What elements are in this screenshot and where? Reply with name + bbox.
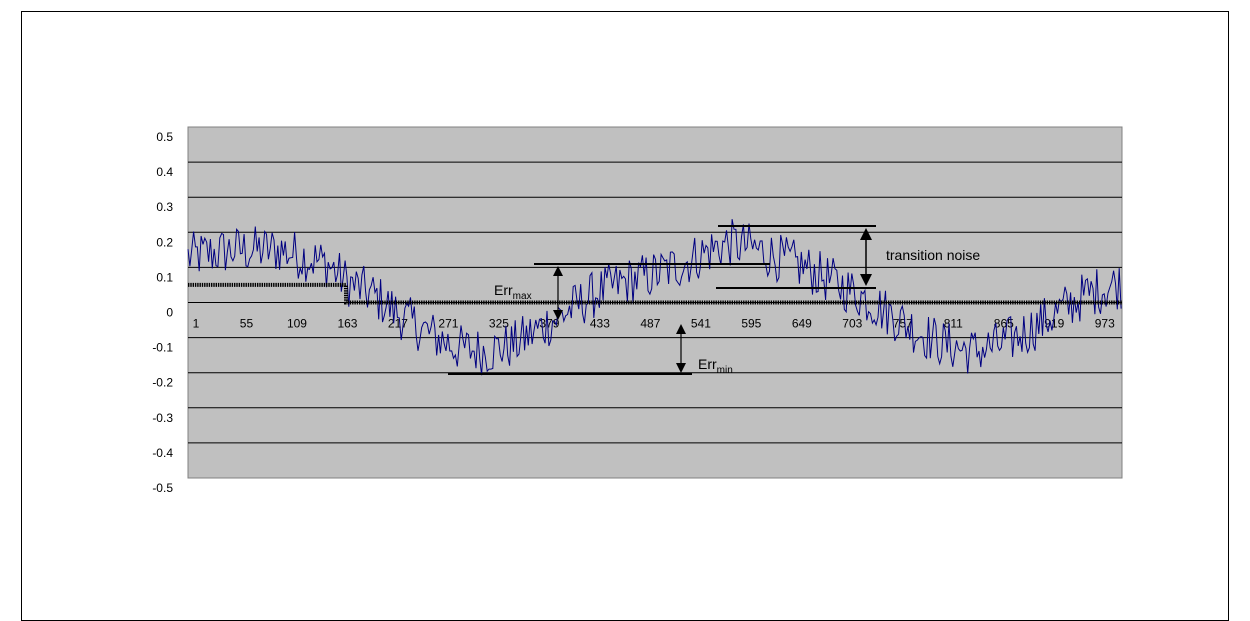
err-min-arrowhead-down — [676, 363, 686, 373]
y-tick-label: -0.3 — [152, 411, 173, 425]
y-tick-label: 0.2 — [156, 235, 173, 249]
x-tick-label: 595 — [741, 317, 761, 331]
y-tick-label: -0.4 — [152, 446, 173, 460]
noisy-signal-series — [187, 219, 1122, 376]
err-min-label: Errmin — [698, 356, 733, 376]
annotations-layer: transition noise Errmax Errmin — [448, 225, 980, 376]
x-tick-label: 379 — [539, 317, 559, 331]
x-tick-label: 271 — [438, 317, 458, 331]
series-layer — [187, 219, 1122, 376]
y-tick-label: 0.5 — [156, 130, 173, 144]
x-tick-label: 433 — [590, 317, 610, 331]
y-tick-label: 0 — [166, 306, 173, 320]
transition-noise-arrowhead-up — [860, 228, 872, 240]
x-tick-label: 1 — [193, 317, 200, 331]
err-max-label: Errmax — [494, 282, 532, 302]
y-tick-label: 0.1 — [156, 270, 173, 284]
x-tick-label: 163 — [337, 317, 357, 331]
y-tick-label: -0.2 — [152, 376, 173, 390]
x-tick-label: 811 — [944, 317, 963, 331]
x-tick-label: 649 — [792, 317, 812, 331]
x-tick-label: 487 — [640, 317, 660, 331]
y-tick-label: 0.4 — [156, 165, 173, 179]
y-axis-tick-labels: 0.5 0.4 0.3 0.2 0.1 0 -0.1 -0.2 -0.3 -0.4 -0.5 — [152, 130, 173, 495]
x-tick-label: 757 — [893, 317, 913, 331]
x-tick-label: 217 — [388, 317, 408, 331]
y-tick-label: -0.5 — [152, 481, 173, 495]
transition-noise-arrowhead-down — [860, 274, 872, 286]
x-tick-label: 865 — [994, 317, 1014, 331]
transition-noise-label: transition noise — [886, 247, 980, 263]
x-tick-label: 703 — [842, 317, 862, 331]
x-tick-label: 109 — [287, 317, 307, 331]
err-max-arrowhead-down — [553, 310, 563, 320]
err-max-arrowhead-up — [553, 266, 563, 276]
quantized-step-series — [188, 282, 1122, 305]
y-tick-label: -0.1 — [152, 341, 173, 355]
err-min-arrowhead-up — [676, 324, 686, 334]
x-tick-label: 55 — [240, 317, 254, 331]
y-tick-label: 0.3 — [156, 200, 173, 214]
x-tick-label: 325 — [489, 317, 509, 331]
x-tick-label: 973 — [1095, 317, 1115, 331]
x-tick-label: 541 — [691, 317, 711, 331]
